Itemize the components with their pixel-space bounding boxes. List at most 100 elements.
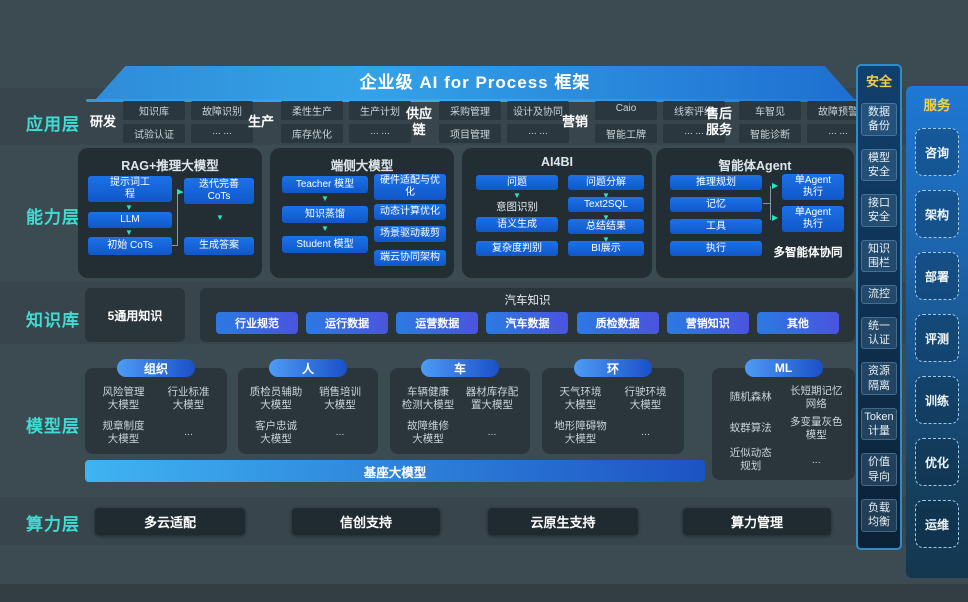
app-group-cells: 车智见 故障预警 智能诊断 ... ... — [739, 101, 870, 143]
cap-box-title: AI4BI — [541, 155, 573, 169]
agent-exec-block: 执行 — [670, 241, 762, 256]
model-item: 地形障碍物 大模型 — [554, 419, 607, 445]
model-box-car: 车 车辆健康 检测大模型 器材库存配 置大模型 故障维修 大模型 ... — [390, 359, 530, 454]
model-pill: 车 — [421, 359, 499, 377]
compute-button-cloudnative: 云原生支持 — [488, 508, 638, 535]
model-item: ... — [335, 426, 345, 439]
compute-button-multicloud: 多云适配 — [95, 508, 245, 535]
app-item: 采购管理 — [439, 101, 502, 120]
service-item: 训练 — [915, 376, 959, 424]
ai4bi-complexity-block: 复杂度判别 — [476, 241, 558, 256]
model-pill: 环 — [574, 359, 652, 377]
model-item: 长短期记忆 网络 — [790, 384, 843, 410]
app-item: 智能工牌 — [595, 124, 658, 143]
layer-label-compute: 算力层 — [26, 515, 80, 534]
security-item: 价值 导向 — [861, 453, 897, 487]
arrow-down-icon: ▼ — [321, 224, 329, 233]
model-item: 器材库存配 置大模型 — [465, 385, 519, 411]
model-item: ... — [184, 426, 193, 439]
app-item: 生产计划 — [349, 101, 412, 120]
app-item: ... ... — [507, 124, 570, 143]
ai4bi-semantic-block: 语义生成 — [476, 217, 558, 232]
security-item: 资源 隔离 — [861, 362, 897, 395]
cap-box-ai4bi: AI4BI 问题 ▼ 意图识别 语义生成 复杂度判别 问题分解 ▼ Text2S… — [462, 148, 652, 278]
agent-plan-block: 推理规划 — [670, 175, 762, 190]
knowledge-domain-box: 汽车知识 行业规范 运行数据 运营数据 汽车数据 质检数据 营销知识 其他 — [200, 288, 855, 342]
arrow-down-icon: ▼ — [602, 213, 610, 222]
app-item: ... ... — [349, 124, 412, 143]
service-item: 运维 — [915, 500, 959, 548]
model-box-env: 环 天气环境 大模型 行驶环境 大模型 地形障碍物 大模型 ... — [542, 359, 684, 454]
security-item: 模型 安全 — [861, 148, 897, 182]
app-item: 线索评级 — [663, 101, 726, 120]
security-panel: 安全 数据 备份 模型 安全 接口 安全 知识 围栏 流控 统一 认证 资源 隔… — [856, 64, 902, 550]
model-items: 天气环境 大模型 行驶环境 大模型 地形障碍物 大模型 ... — [548, 382, 678, 450]
app-group-supply-chain: 供应 链 采购管理 设计及协同 项目管理 ... ... — [406, 100, 570, 144]
security-item: 数据 备份 — [861, 103, 897, 136]
model-item: 销售培训 大模型 — [319, 385, 361, 411]
arrow-down-icon: ▼ — [125, 203, 133, 212]
service-panel-header: 服务 — [923, 98, 951, 113]
model-items: 风险管理 大模型 行业标准 大模型 规章制度 大模型 ... — [91, 382, 221, 450]
app-group-rd: 研发 知识库 故障识别 试验认证 ... ... — [90, 100, 254, 144]
app-group-cells: Caio 线索评级 智能工牌 ... ... — [595, 101, 726, 143]
rag-answer-block: 生成答案 — [184, 237, 254, 255]
ai4bi-question-block: 问题 — [476, 175, 558, 190]
edge-hw-block: 硬件适配与优化 — [374, 174, 446, 200]
arrow-down-icon: ▼ — [602, 235, 610, 244]
model-item: ... — [641, 426, 650, 439]
rag-iterate-cots-block: 迭代完善 CoTs — [184, 178, 254, 204]
connector-line — [177, 192, 178, 246]
service-panel: 服务 咨询 架构 部署 评测 训练 优化 运维 — [906, 86, 968, 578]
agent-tool-block: 工具 — [670, 219, 762, 234]
compute-button-xinchuang: 信创支持 — [292, 508, 440, 535]
edge-scene-block: 场景驱动裁剪 — [374, 226, 446, 242]
base-model-bar: 基座大模型 — [85, 460, 705, 482]
rag-init-cots-block: 初始 CoTs — [88, 237, 172, 255]
knowledge-pill: 质检数据 — [576, 312, 659, 334]
cap-box-agent: 智能体Agent 推理规划 记忆 工具 执行 ▶ ▶ 单Agent 执行 单Ag… — [656, 148, 854, 278]
knowledge-pill: 汽车数据 — [486, 312, 569, 334]
connector-line — [177, 192, 183, 193]
app-group-label: 售后 服务 — [706, 106, 733, 137]
service-item: 部署 — [915, 252, 959, 300]
app-group-cells: 采购管理 设计及协同 项目管理 ... ... — [439, 101, 570, 143]
app-item: Caio — [595, 101, 658, 120]
agent-single-block: 单Agent 执行 — [782, 206, 844, 232]
model-items: 车辆健康 检测大模型 器材库存配 置大模型 故障维修 大模型 ... — [396, 382, 524, 450]
model-item: 故障维修 大模型 — [407, 419, 449, 445]
edge-cloud-block: 端云协同架构 — [374, 250, 446, 266]
cap-box-title: 端侧大模型 — [330, 159, 394, 173]
model-box-ml: ML 随机森林 长短期记忆 网络 蚁群算法 多变量灰色 模型 近似动态 规划 .… — [712, 359, 855, 480]
layer-label-capability: 能力层 — [26, 208, 80, 227]
model-item: 行业标准 大模型 — [167, 385, 210, 411]
model-pill: ML — [744, 359, 823, 377]
rag-prompt-block: 提示词工 程 — [88, 176, 172, 202]
service-item: 评测 — [915, 314, 959, 362]
connector-line — [172, 245, 178, 246]
app-group-cells: 柔性生产 生产计划 库存优化 ... ... — [281, 101, 412, 143]
app-group-label: 营销 — [562, 114, 589, 130]
arrow-right-icon: ▶ — [772, 181, 779, 190]
model-item: 近似动态 规划 — [729, 447, 772, 473]
layer-label-model: 模型层 — [26, 417, 80, 436]
model-item: 风险管理 大模型 — [102, 385, 145, 411]
arrow-right-icon: ▶ — [772, 213, 779, 222]
app-item: 知识库 — [123, 101, 186, 120]
ai4bi-text2sql-block: Text2SQL — [568, 197, 644, 212]
security-item: Token 计量 — [861, 407, 897, 441]
arrow-right-icon: ▶ — [177, 187, 184, 196]
knowledge-pill: 其他 — [756, 312, 839, 334]
model-items: 随机森林 长短期记忆 网络 蚁群算法 多变量灰色 模型 近似动态 规划 ... — [718, 382, 849, 476]
knowledge-pills: 行业规范 运行数据 运营数据 汽车数据 质检数据 营销知识 其他 — [216, 312, 839, 334]
app-item: ... ... — [191, 124, 254, 143]
cap-box-edge-model: 端侧大模型 Teacher 模型 ▼ 知识蒸馏 ▼ Student 模型 硬件适… — [270, 148, 454, 278]
model-item: ... — [487, 426, 497, 439]
security-item: 负载 均衡 — [861, 499, 897, 532]
model-item: 客户忠诚 大模型 — [255, 419, 297, 445]
model-pill: 人 — [269, 359, 347, 377]
model-item: 行驶环境 大模型 — [624, 385, 667, 411]
app-item: 库存优化 — [281, 124, 344, 143]
ai4bi-display-block: BI展示 — [568, 241, 644, 256]
banner-underline — [86, 99, 864, 102]
